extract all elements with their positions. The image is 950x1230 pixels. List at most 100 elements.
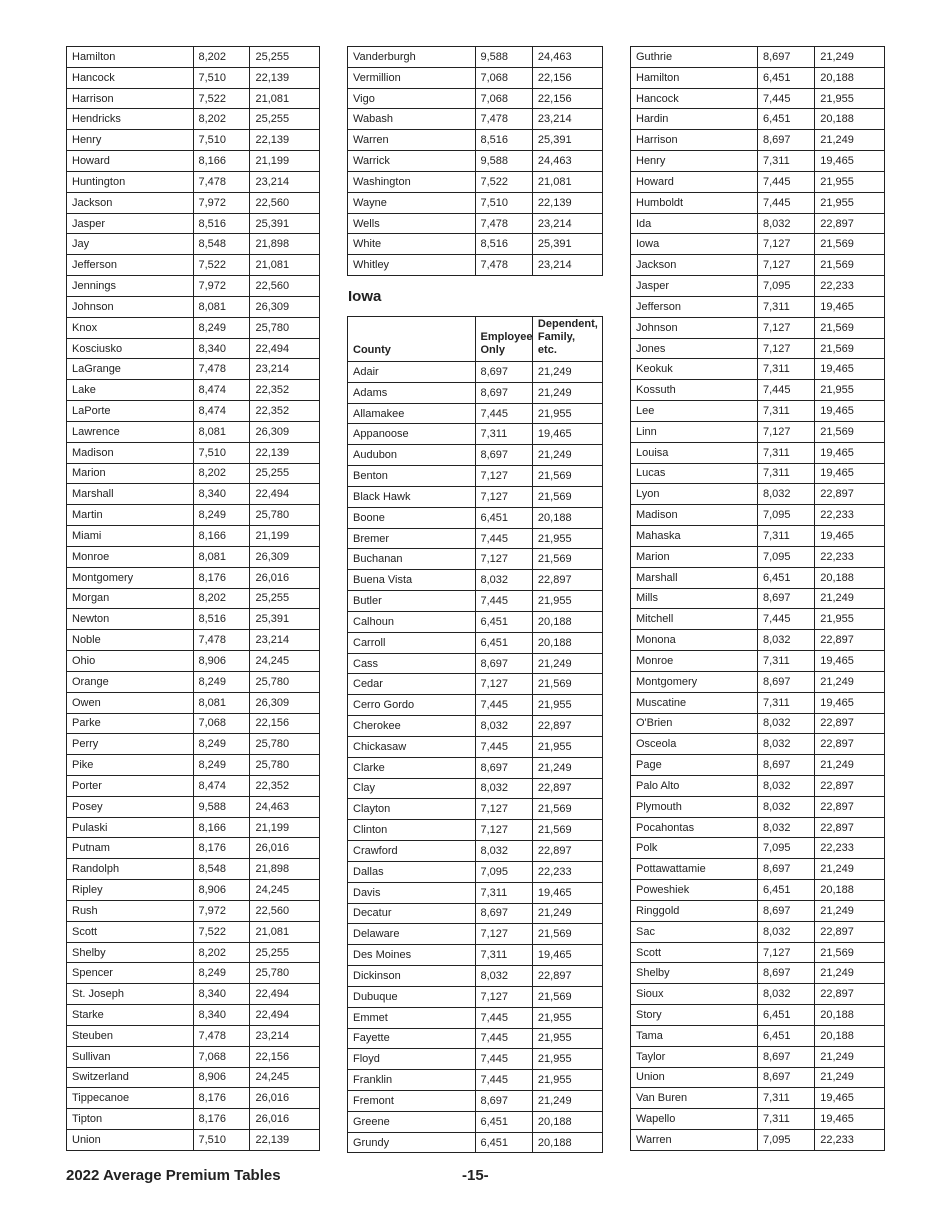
state-heading-iowa: Iowa — [348, 288, 382, 305]
county-cell: Ida — [630, 212, 758, 235]
table-row: Ohio 8,906 24,245 — [66, 650, 320, 672]
employee-only-cell: 9,588 — [192, 795, 251, 818]
employee-only-cell: 7,522 — [192, 254, 251, 277]
employee-only-cell: 8,249 — [192, 962, 251, 985]
county-cell: Howard — [630, 170, 758, 193]
dependent-family-cell: 21,569 — [531, 465, 604, 487]
employee-only-cell: 8,697 — [756, 962, 816, 985]
employee-only-cell: 8,166 — [192, 525, 251, 547]
table-row: Story 6,451 20,188 — [630, 1004, 885, 1026]
employee-only-cell: 7,445 — [474, 1027, 533, 1050]
employee-only-cell: 8,202 — [192, 587, 251, 610]
county-cell: Black Hawk — [347, 485, 476, 508]
dependent-family-cell: 22,897 — [814, 212, 885, 235]
county-cell: Fayette — [347, 1027, 476, 1050]
employee-only-cell: 8,697 — [474, 1089, 533, 1112]
county-cell: Marshall — [66, 483, 194, 506]
table-row: Delaware 7,127 21,569 — [347, 923, 604, 946]
county-cell: Scott — [630, 941, 758, 964]
employee-only-cell: 8,249 — [192, 670, 251, 693]
employee-only-cell: 8,081 — [192, 420, 251, 443]
employee-only-cell: 8,166 — [192, 816, 251, 839]
dependent-family-cell: 21,199 — [249, 525, 320, 547]
indiana-table-continued-1: Hamilton 8,202 25,255 Hancock 7,510 22,139 Har… — [66, 46, 320, 1151]
dependent-family-cell: 22,897 — [531, 840, 604, 862]
county-cell: Dubuque — [347, 985, 476, 1008]
dependent-family-cell: 25,391 — [249, 608, 320, 631]
table-row: Marshall 8,340 22,494 — [66, 483, 320, 506]
county-cell: Guthrie — [630, 46, 758, 68]
table-row: Clayton 7,127 21,569 — [347, 798, 604, 821]
county-cell: Tipton — [66, 1108, 194, 1131]
employee-only-cell: 8,548 — [192, 233, 251, 256]
county-cell: Hamilton — [66, 46, 194, 68]
dependent-family-cell: 22,139 — [249, 66, 320, 89]
table-row: Jackson 7,972 22,560 — [66, 191, 320, 214]
employee-only-cell: 8,032 — [474, 840, 533, 862]
dependent-family-cell: 21,569 — [531, 985, 604, 1008]
employee-only-cell: 7,445 — [474, 735, 533, 758]
employee-only-cell: 7,478 — [474, 108, 533, 131]
table-row: Mills 8,697 21,249 — [630, 587, 885, 610]
employee-only-cell: 7,972 — [192, 899, 251, 922]
dependent-family-cell: 21,249 — [531, 652, 604, 675]
dependent-family-cell: 21,569 — [814, 941, 885, 964]
employee-only-cell: 8,032 — [756, 983, 816, 1006]
table-row: Pike 8,249 25,780 — [66, 754, 320, 776]
employee-only-cell: 7,095 — [756, 1129, 816, 1151]
county-cell: Story — [630, 1004, 758, 1026]
table-row: Parke 7,068 22,156 — [66, 712, 320, 735]
dependent-family-cell: 22,233 — [814, 1129, 885, 1151]
table-row: Poweshiek 6,451 20,188 — [630, 879, 885, 901]
table-row: Vanderburgh 9,588 24,463 — [347, 46, 604, 68]
table-row: Perry 8,249 25,780 — [66, 733, 320, 756]
employee-only-cell: 8,340 — [192, 1004, 251, 1026]
employee-only-cell: 7,445 — [756, 170, 816, 193]
table-row: Polk 7,095 22,233 — [630, 837, 885, 860]
table-row: Morgan 8,202 25,255 — [66, 587, 320, 610]
county-cell: Buena Vista — [347, 569, 476, 592]
dependent-family-cell: 20,188 — [531, 1131, 604, 1154]
employee-only-cell: 7,095 — [756, 504, 816, 527]
employee-only-cell: 6,451 — [756, 108, 816, 131]
county-cell: Parke — [66, 712, 194, 735]
table-row: Des Moines 7,311 19,465 — [347, 944, 604, 967]
employee-only-cell: 8,340 — [192, 337, 251, 360]
dependent-family-cell: 22,494 — [249, 983, 320, 1006]
employee-only-cell: 8,697 — [756, 1066, 816, 1089]
employee-only-cell: 7,127 — [474, 673, 533, 696]
county-cell: Johnson — [630, 316, 758, 339]
dependent-family-cell: 25,255 — [249, 46, 320, 68]
dependent-family-cell: 25,255 — [249, 587, 320, 610]
dependent-family-cell: 22,560 — [249, 899, 320, 922]
dependent-family-cell: 21,081 — [249, 87, 320, 110]
employee-only-cell: 7,127 — [756, 337, 816, 360]
employee-only-cell: 7,311 — [756, 1108, 816, 1131]
employee-only-cell: 8,032 — [474, 715, 533, 737]
employee-only-cell: 8,340 — [192, 983, 251, 1006]
table-row: LaGrange 7,478 23,214 — [66, 358, 320, 381]
dependent-family-cell: 23,214 — [249, 1024, 320, 1047]
county-cell: Mahaska — [630, 525, 758, 547]
employee-only-cell: 8,176 — [192, 1108, 251, 1131]
employee-only-cell: 7,522 — [474, 170, 533, 193]
table-row: Owen 8,081 26,309 — [66, 691, 320, 714]
employee-only-cell: 8,032 — [474, 569, 533, 592]
employee-only-cell: 7,127 — [474, 985, 533, 1008]
dependent-family-cell: 24,245 — [249, 650, 320, 672]
table-row: Palo Alto 8,032 22,897 — [630, 774, 885, 797]
dependent-family-cell: 21,249 — [531, 381, 604, 404]
dependent-family-cell: 20,188 — [814, 1004, 885, 1026]
dependent-family-cell: 24,463 — [531, 150, 604, 172]
county-cell: Noble — [66, 629, 194, 652]
dependent-family-cell: 25,780 — [249, 962, 320, 985]
table-row: Hamilton 8,202 25,255 — [66, 46, 320, 68]
county-cell: Sullivan — [66, 1045, 194, 1068]
county-cell: Polk — [630, 837, 758, 860]
dependent-family-cell: 21,955 — [814, 379, 885, 402]
county-cell: Pocahontas — [630, 816, 758, 839]
table-row: Wabash 7,478 23,214 — [347, 108, 604, 131]
employee-only-cell: 8,081 — [192, 691, 251, 714]
county-cell: Shelby — [66, 941, 194, 964]
dependent-family-cell: 23,214 — [249, 358, 320, 381]
